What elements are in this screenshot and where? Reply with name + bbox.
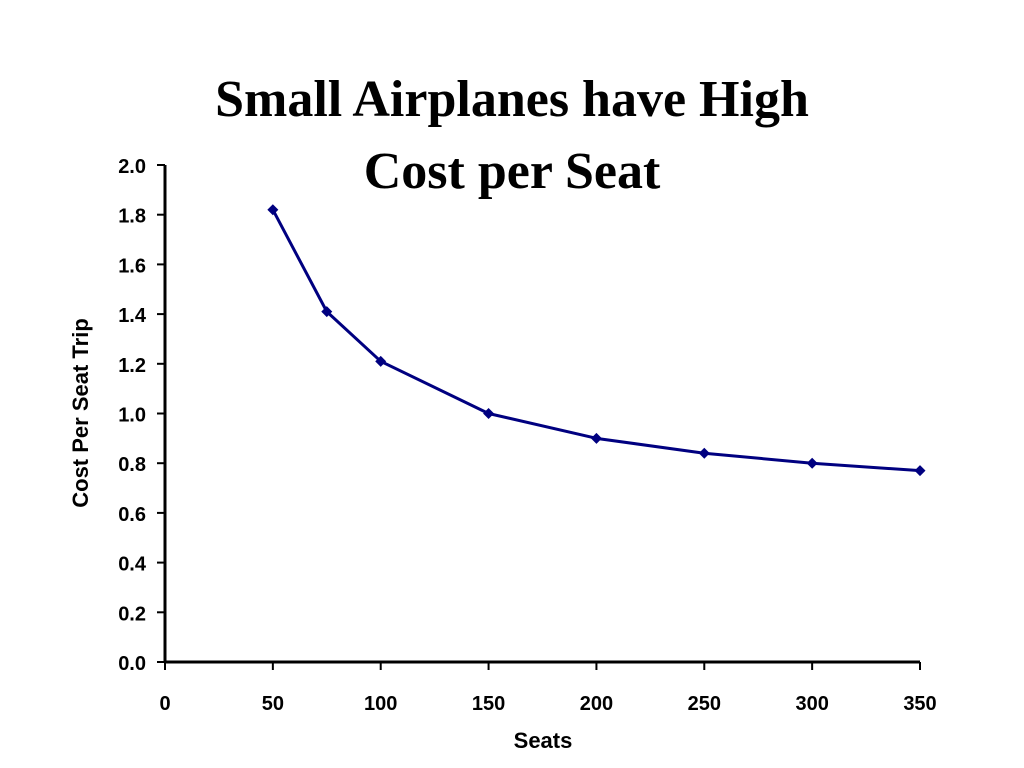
y-tick-label: 0.0 (118, 653, 146, 675)
x-tick-label: 0 (159, 693, 170, 715)
chart-title-line-2: Cost per Seat (363, 143, 661, 200)
x-tick-label: 350 (903, 693, 936, 715)
x-tick-label: 150 (472, 693, 505, 715)
x-tick-label: 300 (795, 693, 828, 715)
y-tick-label: 1.6 (118, 255, 146, 277)
x-tick-label: 100 (364, 693, 397, 715)
y-tick-label: 0.4 (118, 554, 147, 576)
data-point-marker (321, 306, 333, 318)
y-tick-label: 1.8 (118, 206, 146, 228)
data-point-marker (483, 408, 495, 419)
x-tick-label: 50 (262, 693, 284, 715)
data-point-marker (375, 355, 387, 367)
axes (163, 165, 920, 664)
data-point-marker (267, 204, 279, 216)
y-tick-label: 0.2 (118, 603, 146, 625)
y-tick-label: 0.6 (118, 504, 146, 526)
tick-group: 0.0 0.2 0.4 0.6 0.8 1.0 1.2 1.4 1.6 1.8 2.0 0 50 100 1… (118, 156, 937, 715)
data-point-marker (914, 465, 926, 477)
data-point-marker (590, 432, 602, 444)
plot-area (267, 204, 926, 477)
x-axis-title: Seats (514, 728, 573, 753)
y-tick-label: 0.8 (118, 454, 146, 476)
x-tick-label: 200 (580, 693, 613, 715)
y-tick-label: 1.4 (118, 305, 147, 327)
chart-title-line-1: Small Airplanes have High (215, 71, 809, 128)
y-tick-label: 2.0 (118, 156, 146, 178)
y-tick-label: 1.2 (118, 355, 146, 377)
series-line (271, 209, 921, 473)
data-point-marker (806, 457, 818, 469)
y-tick-label: 1.0 (118, 405, 146, 427)
y-axis-title: Cost Per Seat Trip (68, 318, 93, 508)
x-tick-label: 250 (688, 693, 721, 715)
data-point-marker (698, 447, 710, 459)
